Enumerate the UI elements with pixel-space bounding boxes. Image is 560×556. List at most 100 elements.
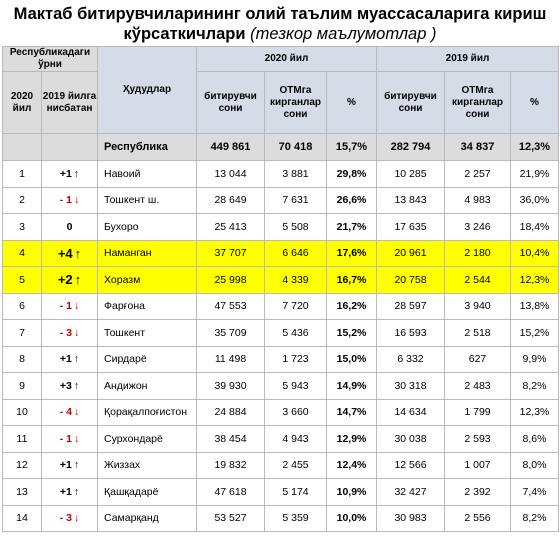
graduates-2020-cell: 53 527 bbox=[196, 504, 265, 532]
table-row: 13 +1 ↑ Қашқадарё 47 618 5 174 10,9% 32 427 2 39… bbox=[2, 478, 559, 506]
graduates-2019-cell: 30 318 bbox=[376, 372, 445, 400]
graduates-2020-cell: 25 413 bbox=[196, 213, 265, 241]
change-cell: +3 ↑ bbox=[41, 372, 98, 400]
arrow-up-icon: ↑ bbox=[73, 167, 80, 180]
graduates-2020-cell: 47 618 bbox=[196, 478, 265, 506]
entered-2019-cell: 2 544 bbox=[444, 266, 511, 294]
rank-cell: 3 bbox=[2, 213, 42, 241]
percent-2019-cell: 8,2% bbox=[510, 372, 559, 400]
region-cell: Хоразм bbox=[97, 266, 197, 294]
title-line2-text: кўрсаткичлари bbox=[123, 25, 246, 43]
entered-2019-cell: 2 180 bbox=[444, 239, 511, 267]
entered-2019-cell: 2 556 bbox=[444, 504, 511, 532]
entered-2020-cell: 3 881 bbox=[264, 160, 327, 188]
change-cell: +1 ↑ bbox=[41, 451, 98, 479]
graduates-2019-header: битирувчи сони bbox=[376, 71, 445, 134]
graduates-2019-cell: 12 566 bbox=[376, 451, 445, 479]
region-header: Ҳудудлар bbox=[97, 46, 197, 134]
entered-2020-cell: 7 720 bbox=[264, 292, 327, 320]
percent-2019-cell: 8,6% bbox=[510, 425, 559, 453]
rank-cell: 11 bbox=[2, 425, 42, 453]
change-value: +3 bbox=[59, 379, 72, 392]
entered-2019-cell: 627 bbox=[444, 345, 511, 373]
table-row: 9 +3 ↑ Андижон 39 930 5 943 14,9% 30 318 2 483 8,… bbox=[2, 372, 559, 400]
region-cell: Сурхондарё bbox=[97, 425, 197, 453]
table-row: 10- 4 ↓ Қорақалпоғистон 24 884 3 660 14,7% 14 … bbox=[2, 398, 559, 426]
entered-2019-cell: 3 940 bbox=[444, 292, 511, 320]
change-cell: 0 bbox=[41, 213, 98, 241]
arrow-up-icon: ↑ bbox=[73, 353, 80, 366]
percent-2020-cell: 26,6% bbox=[326, 186, 377, 214]
change-value: - 3 bbox=[59, 512, 72, 525]
rank-change-header: 2019 йилга нисбатан bbox=[41, 71, 98, 134]
change-value: - 1 bbox=[59, 432, 72, 445]
region-cell: Андижон bbox=[97, 372, 197, 400]
rank-cell: 10 bbox=[2, 398, 42, 426]
percent-2019-header: % bbox=[510, 71, 559, 134]
percent-2019-cell: 8,2% bbox=[510, 504, 559, 532]
graduates-2019-cell: 6 332 bbox=[376, 345, 445, 373]
region-cell: Навоий bbox=[97, 160, 197, 188]
republic-change bbox=[41, 133, 98, 161]
region-cell: Қашқадарё bbox=[97, 478, 197, 506]
rank-cell: 13 bbox=[2, 478, 42, 506]
rank-cell: 6 bbox=[2, 292, 42, 320]
entered-2020-cell: 2 455 bbox=[264, 451, 327, 479]
entered-2019-cell: 2 593 bbox=[444, 425, 511, 453]
graduates-2020-cell: 19 832 bbox=[196, 451, 265, 479]
change-cell: - 4 ↓ bbox=[41, 398, 98, 426]
entered-2020-header: ОТМга кирганлар сони bbox=[264, 71, 327, 134]
change-cell: - 1 ↓ bbox=[41, 292, 98, 320]
table-row: 14- 3 ↓ Самарқанд 53 527 5 359 10,0% 30 983 2 5… bbox=[2, 504, 559, 532]
change-cell: +1 ↑ bbox=[41, 478, 98, 506]
entered-2020-cell: 5 508 bbox=[264, 213, 327, 241]
change-value: +1 bbox=[59, 459, 72, 472]
table-row: 7- 3 ↓ Тошкент 35 709 5 436 15,2% 16 593 2 518 1… bbox=[2, 319, 559, 347]
graduates-2019-cell: 10 285 bbox=[376, 160, 445, 188]
rank-cell: 1 bbox=[2, 160, 42, 188]
graduates-2020-cell: 39 930 bbox=[196, 372, 265, 400]
entered-2019-cell: 3 246 bbox=[444, 213, 511, 241]
rank-2020-header: 2020 йил bbox=[2, 71, 42, 134]
percent-2020-cell: 21,7% bbox=[326, 213, 377, 241]
change-cell: - 3 ↓ bbox=[41, 504, 98, 532]
graduates-2020-cell: 11 498 bbox=[196, 345, 265, 373]
rank-cell: 2 bbox=[2, 186, 42, 214]
percent-2019-cell: 13,8% bbox=[510, 292, 559, 320]
table-row: 11- 1 ↓ Сурхондарё 38 454 4 943 12,9% 30 038 2 … bbox=[2, 425, 559, 453]
graduates-2020-cell: 38 454 bbox=[196, 425, 265, 453]
percent-2020-cell: 16,2% bbox=[326, 292, 377, 320]
percent-2020-cell: 12,4% bbox=[326, 451, 377, 479]
arrow-up-icon: ↑ bbox=[74, 245, 82, 261]
graduates-2019-cell: 30 983 bbox=[376, 504, 445, 532]
graduates-2020-header: битирувчи сони bbox=[196, 71, 265, 134]
republic-rank bbox=[2, 133, 42, 161]
graduates-2020-cell: 47 553 bbox=[196, 292, 265, 320]
arrow-down-icon: ↓ bbox=[74, 326, 80, 339]
region-cell: Тошкент ш. bbox=[97, 186, 197, 214]
percent-2020-cell: 15,0% bbox=[326, 345, 377, 373]
percent-2020-cell: 17,6% bbox=[326, 239, 377, 267]
region-cell: Фарғона bbox=[97, 292, 197, 320]
percent-2020-cell: 15,2% bbox=[326, 319, 377, 347]
change-cell: - 1 ↓ bbox=[41, 425, 98, 453]
change-cell: +1 ↑ bbox=[41, 345, 98, 373]
entered-2019-cell: 2 518 bbox=[444, 319, 511, 347]
entered-2019-header: ОТМга кирганлар сони bbox=[444, 71, 511, 134]
entered-2019-cell: 1 799 bbox=[444, 398, 511, 426]
change-value: +1 bbox=[59, 167, 72, 180]
change-value: +1 bbox=[59, 353, 72, 366]
arrow-up-icon: ↑ bbox=[73, 485, 80, 498]
percent-2020-cell: 29,8% bbox=[326, 160, 377, 188]
data-table: Республикадаги ўрни Ҳудудлар 2020 йил 20… bbox=[2, 46, 559, 532]
entered-2019-cell: 2 483 bbox=[444, 372, 511, 400]
entered-2020-cell: 5 359 bbox=[264, 504, 327, 532]
region-cell: Самарқанд bbox=[97, 504, 197, 532]
rank-cell: 5 bbox=[2, 266, 42, 294]
percent-2020-cell: 10,9% bbox=[326, 478, 377, 506]
region-cell: Сирдарё bbox=[97, 345, 197, 373]
entered-2020-cell: 4 943 bbox=[264, 425, 327, 453]
arrow-down-icon: ↓ bbox=[74, 432, 80, 445]
percent-2020-header: % bbox=[326, 71, 377, 134]
region-cell: Қорақалпоғистон bbox=[97, 398, 197, 426]
